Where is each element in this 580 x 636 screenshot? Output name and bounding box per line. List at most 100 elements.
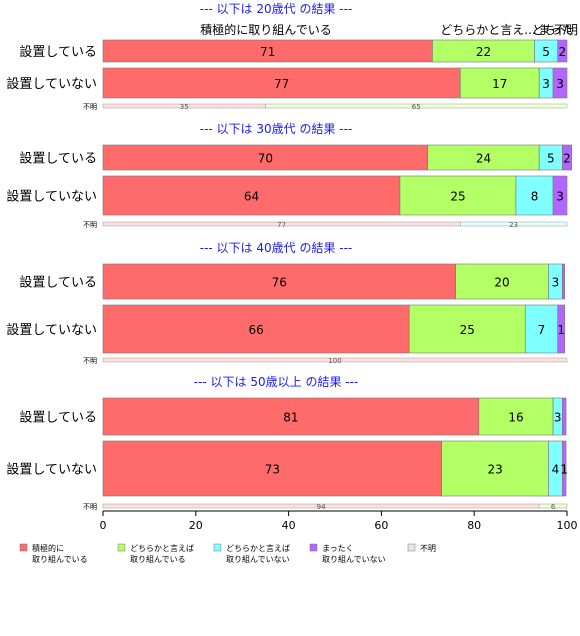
bar-segment — [557, 304, 565, 354]
bar-segment — [441, 440, 549, 497]
legend-swatch — [19, 543, 28, 552]
bar-value-label: 1 — [560, 463, 568, 477]
legend-label: 取り組んでいない — [226, 554, 290, 564]
x-tick-label: 60 — [374, 519, 388, 532]
bar-value-label: 71 — [260, 45, 275, 59]
unknown-row-label: 不明 — [83, 103, 97, 111]
legend-label: どちらかと言えば — [130, 543, 194, 553]
unknown-bar-segment — [460, 221, 568, 227]
x-tick-label: 0 — [100, 519, 107, 532]
top-category-label: どち — [532, 23, 556, 37]
bar-value-label: 16 — [508, 411, 523, 425]
group-title: --- 以下は 20歳代 の結果 --- — [200, 2, 353, 16]
legend-label: 取り組んでいる — [32, 554, 88, 564]
top-category-label: 積極的に取り組んでいる — [200, 22, 331, 37]
legend-label: まったく — [322, 544, 354, 553]
bar-value-label: 2 — [559, 45, 567, 59]
x-tick-label: 100 — [557, 519, 578, 532]
bar-value-label: 5 — [542, 45, 550, 59]
row-label: 設置していない — [6, 462, 97, 478]
unknown-bar-value-label: 6 — [551, 503, 556, 511]
unknown-bar-value-label: 100 — [328, 357, 341, 365]
x-tick-label: 80 — [467, 519, 481, 532]
bar-value-label: 76 — [272, 276, 287, 290]
legend-label: 積極的に — [32, 543, 64, 553]
bar-value-label: 8 — [531, 190, 539, 204]
unknown-bar-segment — [102, 357, 568, 363]
unknown-bar-value-label: 77 — [277, 221, 286, 229]
unknown-bar-value-label: 23 — [509, 221, 518, 229]
bar-segment — [562, 144, 572, 171]
bar-value-label: 5 — [547, 152, 555, 166]
bar-segment — [102, 397, 480, 436]
x-tick-label: 20 — [189, 519, 203, 532]
bar-segment — [562, 263, 565, 300]
bar-segment — [102, 144, 429, 171]
x-tick-label: 40 — [282, 519, 296, 532]
bar-value-label: 81 — [283, 411, 298, 425]
legend-label: 不明 — [420, 544, 436, 553]
row-label: 設置している — [19, 44, 97, 60]
bar-value-label: 17 — [492, 77, 507, 91]
bar-segment — [515, 175, 554, 216]
unknown-row-label: 不明 — [83, 503, 97, 511]
bar-value-label: 1 — [557, 323, 565, 337]
legend-swatch — [117, 543, 126, 552]
bar-segment — [557, 39, 568, 63]
bar-segment — [399, 175, 517, 216]
legend-swatch — [309, 543, 318, 552]
unknown-row-label: 不明 — [83, 357, 97, 365]
bar-segment — [562, 397, 567, 436]
unknown-bar-segment — [538, 503, 568, 509]
bar-segment — [455, 263, 549, 300]
bar-segment — [552, 67, 568, 99]
bar-value-label: 23 — [487, 463, 502, 477]
row-label: 設置していない — [6, 322, 97, 338]
top-category-label: 不明 — [554, 23, 578, 37]
legend-label: どちらかと言えば — [226, 543, 290, 553]
row-label: 設置している — [19, 151, 97, 167]
row-label: 設置していない — [6, 189, 97, 205]
row-label: 設置していない — [6, 76, 97, 92]
bar-value-label: 3 — [552, 276, 560, 290]
bar-value-label: 3 — [556, 77, 564, 91]
unknown-row-label: 不明 — [83, 221, 97, 229]
unknown-bar-segment — [265, 103, 568, 109]
unknown-bar-value-label: 94 — [317, 503, 326, 511]
legend-swatch — [407, 543, 416, 552]
unknown-bar-value-label: 65 — [412, 103, 421, 111]
legend-label: 取り組んでいない — [322, 554, 386, 564]
bar-value-label: 25 — [460, 323, 475, 337]
bar-value-label: 2 — [563, 152, 571, 166]
bar-value-label: 64 — [244, 190, 259, 204]
bar-value-label: 20 — [494, 276, 509, 290]
bar-segment — [427, 144, 540, 171]
bar-segment — [102, 175, 401, 216]
group-title: --- 以下は 50歳以上 の結果 --- — [194, 375, 359, 389]
bar-segment — [408, 304, 526, 354]
bar-value-label: 4 — [552, 463, 560, 477]
bar-value-label: 3 — [542, 77, 550, 91]
bar-value-label: 25 — [450, 190, 465, 204]
row-label: 設置している — [19, 275, 97, 291]
bar-value-label: 7 — [538, 323, 546, 337]
bar-value-label: 66 — [248, 323, 263, 337]
bar-value-label: 77 — [274, 77, 289, 91]
legend-label: 取り組んでいる — [130, 554, 186, 564]
bar-value-label: 73 — [265, 463, 280, 477]
top-category-label: どちらかと言え... — [440, 23, 535, 37]
bar-value-label: 70 — [258, 152, 273, 166]
bar-value-label: 3 — [556, 190, 564, 204]
unknown-bar-value-label: 35 — [180, 103, 189, 111]
legend-swatch — [213, 543, 222, 552]
bar-segment — [102, 440, 443, 497]
bar-segment — [102, 304, 410, 354]
bar-value-label: 22 — [476, 45, 491, 59]
bar-segment — [552, 175, 568, 216]
group-title: --- 以下は 30歳代 の結果 --- — [200, 122, 353, 136]
group-title: --- 以下は 40歳代 の結果 --- — [200, 241, 353, 255]
row-label: 設置している — [19, 410, 97, 426]
bar-segment — [562, 440, 567, 497]
bar-value-label: 24 — [476, 152, 491, 166]
